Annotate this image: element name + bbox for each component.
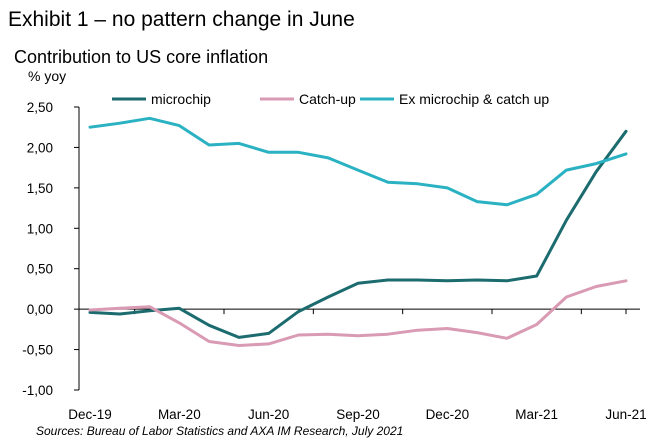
axes: 2,50 2,00 1,50 1,00 0,50 0,00 -0,50 -1,00 Dec-19…: [22, 100, 646, 422]
y-tick-label: 2,00: [27, 140, 53, 155]
x-tick-label: Sep-20: [336, 407, 380, 422]
x-tick-label: Dec-19: [68, 407, 112, 422]
series-line-1: [88, 279, 628, 347]
y-tick-label: -1,00: [22, 383, 53, 398]
x-tick-label: Jun-20: [248, 407, 289, 422]
chart-title: Contribution to US core inflation: [14, 47, 269, 67]
series-line-0: [88, 129, 628, 339]
legend-label-0: microchip: [151, 91, 211, 107]
source-note: Sources: Bureau of Labor Statistics and …: [36, 424, 404, 438]
y-tick-label: -0,50: [22, 343, 53, 358]
legend-label-2: Ex microchip & catch up: [399, 91, 549, 107]
y-tick-label: 0,00: [27, 302, 53, 317]
x-tick-label: Jun-21: [605, 407, 646, 422]
y-tick-label: 2,50: [27, 100, 53, 115]
legend: microchip Catch-up Ex microchip & catch up: [112, 91, 549, 107]
x-tick-label: Dec-20: [426, 407, 470, 422]
exhibit-title: Exhibit 1 – no pattern change in June: [8, 8, 355, 31]
y-tick-label: 0,50: [27, 262, 53, 277]
x-tick-label: Mar-21: [515, 407, 558, 422]
x-tick-label: Mar-20: [158, 407, 201, 422]
y-tick-label: 1,00: [27, 221, 53, 236]
y-axis-unit-label: % yoy: [28, 68, 67, 84]
y-tick-label: 1,50: [27, 181, 53, 196]
series-layer: [88, 116, 628, 347]
series-line-2: [88, 116, 628, 207]
legend-label-1: Catch-up: [299, 91, 356, 107]
